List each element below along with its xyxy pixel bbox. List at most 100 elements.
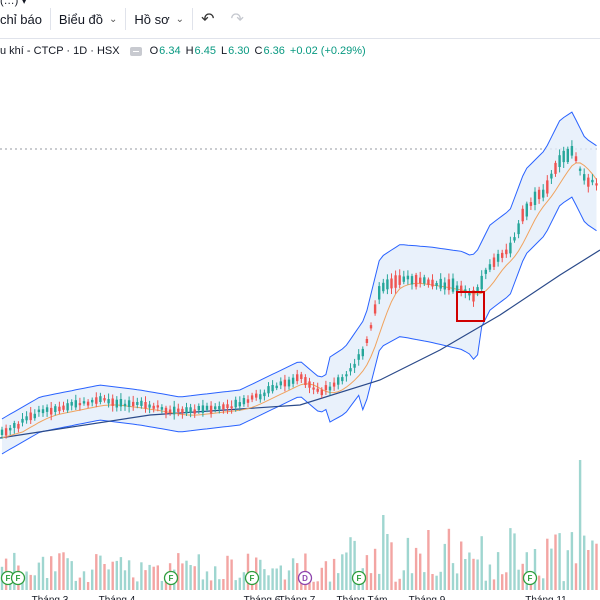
candle-body — [291, 377, 295, 384]
candle-body — [103, 398, 106, 401]
volume-bar — [107, 569, 110, 590]
candle-body — [144, 402, 147, 409]
candle-body — [181, 408, 184, 413]
volume-bar — [533, 549, 537, 590]
indicators-button[interactable]: chỉ báo — [0, 0, 50, 38]
candle-body — [197, 406, 200, 411]
chart-type-label: Biểu đồ — [58, 11, 104, 27]
candle-body — [156, 405, 159, 408]
profile-button[interactable]: Hồ sơ ⌄ — [126, 0, 192, 38]
candle-body — [357, 354, 360, 360]
volume-bar — [373, 548, 377, 590]
volume-bar — [320, 567, 323, 590]
volume-bar — [119, 557, 123, 590]
volume-bar — [263, 569, 266, 590]
candle-body — [259, 394, 262, 400]
dividend-event-marker[interactable] — [297, 570, 313, 586]
volume-bar — [460, 541, 463, 590]
candle-body — [304, 377, 307, 385]
event-marker-label: F — [250, 574, 255, 583]
month-tick-label: Tháng 4 — [99, 595, 136, 600]
candle-body — [435, 283, 438, 286]
candle-body — [148, 404, 151, 408]
volume-bar — [316, 581, 319, 590]
financial-event-marker[interactable] — [351, 570, 367, 586]
volume-bar — [464, 559, 467, 590]
candle-body — [533, 191, 537, 205]
financial-event-marker[interactable] — [522, 570, 538, 586]
candle-body — [107, 399, 110, 404]
volume-bar — [86, 582, 90, 590]
candle-body — [546, 180, 549, 194]
volume-bar — [554, 534, 557, 590]
candle-body — [537, 189, 541, 200]
volume-bar — [152, 566, 155, 590]
volume-bar — [476, 559, 479, 590]
financial-event-marker[interactable] — [163, 570, 179, 586]
candle-body — [78, 403, 82, 406]
volume-bar — [550, 548, 553, 590]
chart-type-button[interactable]: Biểu đồ ⌄ — [51, 0, 125, 38]
candle-body — [21, 418, 24, 423]
volume-bar — [234, 580, 237, 590]
candle-body — [13, 423, 16, 428]
candle-body — [517, 223, 520, 235]
candle-body — [324, 385, 328, 391]
volume-bar — [37, 562, 41, 590]
candle-body — [316, 388, 319, 392]
volume-bar — [132, 577, 135, 590]
volume-bar — [99, 555, 102, 590]
undo-button[interactable]: ↶ — [193, 0, 222, 38]
candle-body — [127, 400, 131, 407]
volume-bar — [505, 572, 508, 590]
volume-bar — [431, 574, 434, 590]
candle-body — [267, 386, 270, 394]
candle-body — [222, 404, 225, 410]
symbol-legend: u khí - CTCP · 1D · HSX O 6.34 H 6.45 L 6.3… — [0, 42, 371, 60]
candle-body — [451, 278, 455, 292]
redo-button[interactable]: ↷ — [222, 0, 251, 38]
month-tick-label: Tháng Tám — [337, 595, 388, 600]
volume-bar — [414, 547, 418, 590]
candle-body — [513, 237, 516, 241]
candle-body — [0, 429, 4, 435]
volume-bar — [546, 538, 549, 590]
candle-body — [41, 409, 45, 414]
event-marker-label: F — [16, 574, 21, 583]
volume-bar — [136, 581, 139, 590]
candle-body — [279, 381, 282, 386]
visibility-icon[interactable] — [129, 46, 142, 56]
candle-body — [554, 162, 557, 174]
financial-event-marker[interactable] — [244, 570, 260, 586]
volume-bar — [66, 558, 69, 590]
candle-body — [164, 407, 168, 415]
candle-body — [173, 406, 176, 415]
symbol-title[interactable]: u khí - CTCP · 1D · HSX — [0, 45, 120, 57]
candle-body — [54, 406, 57, 412]
top-toolbar: (…) ▾ chỉ báo Biểu đồ ⌄ Hồ sơ ⌄ ↶ ↷ — [0, 0, 600, 39]
candle-body — [505, 249, 508, 255]
volume-bar — [427, 530, 430, 590]
low-key: L — [220, 45, 228, 57]
candle-body — [17, 423, 20, 429]
open-key: O — [149, 45, 159, 57]
financial-event-marker[interactable] — [10, 570, 26, 586]
month-tick-label: Tháng 11 — [525, 595, 567, 600]
volume-bar — [574, 563, 578, 590]
event-marker-label: F — [169, 574, 174, 583]
candlesticks — [0, 140, 598, 439]
candle-body — [193, 409, 196, 414]
candle-body — [4, 428, 8, 436]
chevron-down-icon: ⌄ — [109, 13, 118, 25]
open-value: 6.34 — [159, 45, 181, 57]
volume-bar — [369, 573, 373, 590]
candle-body — [365, 339, 369, 343]
bollinger-lower-line — [1, 196, 597, 455]
volume-bar — [517, 569, 520, 590]
volume-bar — [148, 564, 151, 590]
volume-bar — [480, 536, 483, 590]
clipped-header-text: (…) ▾ — [0, 0, 27, 7]
volume-bar — [447, 528, 451, 590]
volume-bar — [390, 542, 393, 590]
